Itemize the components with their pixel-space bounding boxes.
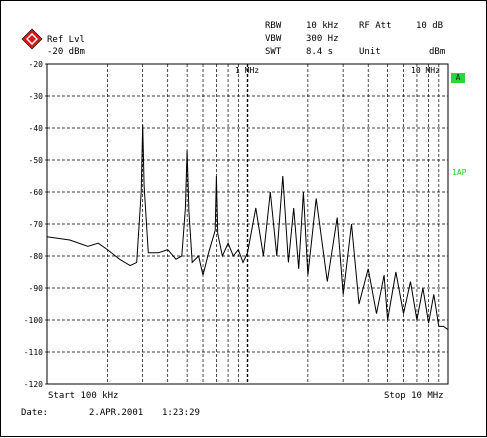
unit-label: Unit — [359, 47, 381, 57]
rbw-label: RBW — [265, 21, 282, 31]
date-label: Date: — [21, 408, 49, 418]
y-tick-label: -70 — [29, 220, 44, 229]
ref-level-value: -20 dBm — [47, 47, 85, 57]
stop-frequency: Stop 10 MHz — [384, 391, 444, 401]
y-tick-label: -60 — [29, 188, 44, 197]
y-tick-label: -120 — [24, 380, 43, 389]
spectrum-line — [46, 124, 449, 331]
unit-value: dBm — [429, 47, 446, 57]
y-tick-label: -20 — [29, 60, 44, 69]
x-tick-10mhz: 10 MHz — [411, 66, 440, 75]
trace-mode-label: 1AP — [452, 168, 467, 177]
trace-a-marker[interactable]: A — [451, 73, 465, 83]
swt-value: 8.4 s — [306, 47, 334, 57]
ref-level-label: Ref Lvl — [47, 35, 85, 45]
vbw-label: VBW — [265, 34, 282, 44]
spectrum-trace — [46, 124, 449, 331]
y-tick-label: -80 — [29, 252, 44, 261]
y-tick-label: -100 — [24, 316, 43, 325]
swt-label: SWT — [265, 47, 282, 57]
brand-logo — [21, 28, 43, 50]
y-tick-labels: -20 -30 -40 -50 -60 -70 -80 -90 -100 -110 -120 — [24, 60, 47, 389]
y-tick-label: -50 — [29, 156, 44, 165]
x-tick-1mhz: 1 MHz — [235, 66, 260, 75]
date-value: 2.APR.2001 — [89, 408, 144, 418]
rbw-value: 10 kHz — [306, 21, 339, 31]
vbw-value: 300 Hz — [306, 34, 339, 44]
plot-grid — [46, 63, 449, 385]
start-frequency: Start 100 kHz — [48, 391, 119, 401]
y-tick-label: -110 — [24, 348, 43, 357]
y-tick-label: -90 — [29, 284, 44, 293]
rf-att-label: RF Att — [359, 21, 392, 31]
rf-att-value: 10 dB — [416, 21, 444, 31]
y-tick-label: -30 — [29, 92, 44, 101]
y-tick-label: -40 — [29, 124, 44, 133]
time-value: 1:23:29 — [162, 408, 200, 418]
